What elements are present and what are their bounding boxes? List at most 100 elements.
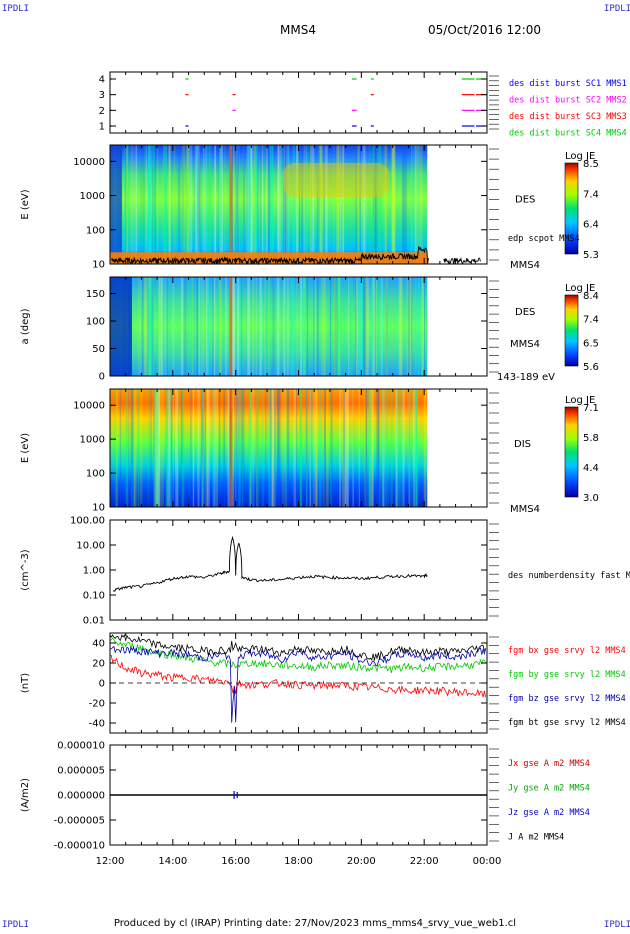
spectrogram-stripe — [305, 145, 307, 264]
spectrogram-stripe — [177, 389, 179, 507]
spectrogram-stripe — [407, 277, 411, 376]
spectrogram-stripe — [197, 277, 200, 376]
spectrogram-stripe — [352, 389, 354, 507]
spectrogram-stripe — [116, 389, 118, 507]
spectrogram-stripe — [283, 145, 286, 264]
spectrogram-stripe — [300, 277, 302, 376]
spectrogram-stripe — [149, 277, 152, 376]
spectrogram-stripe — [206, 277, 210, 376]
scpot-overlay-line — [111, 245, 481, 266]
corner-label-top-right: IPDLI — [604, 4, 630, 14]
spectrogram-stripe — [186, 145, 190, 264]
burst-legend-label: des dist burst SC2 MMS2 — [509, 96, 627, 106]
spectrogram-stripe — [145, 145, 148, 264]
spectrogram-stripe — [318, 389, 322, 507]
spectrogram-stripe — [395, 389, 398, 507]
spectrogram-stripe — [201, 389, 204, 507]
spectrogram-stripe — [149, 145, 153, 264]
spectrogram-stripe — [148, 277, 151, 376]
spectrogram-stripe — [240, 277, 242, 376]
spectrogram-stripe — [335, 277, 339, 376]
spectrogram-stripe — [330, 389, 332, 507]
spectrogram-stripe — [314, 277, 317, 376]
spectrogram-stripe — [183, 277, 184, 376]
spectrogram-stripe — [167, 389, 171, 507]
time-tick-label: 14:00 — [158, 856, 187, 867]
spectrogram-stripe — [269, 145, 272, 264]
spectrogram-stripe — [197, 145, 200, 264]
spectrogram-stripe — [352, 389, 355, 507]
spectrogram-stripe — [259, 277, 261, 376]
spectrogram-stripe — [364, 277, 368, 376]
spectrogram-stripe — [249, 389, 252, 507]
spectrogram-stripe — [246, 145, 250, 264]
spectrogram-stripe — [163, 145, 164, 264]
spectrogram-stripe — [190, 389, 192, 507]
spectrogram-stripe — [384, 389, 387, 507]
spectrogram-stripe — [370, 389, 374, 507]
spectrogram-stripe — [292, 145, 296, 264]
spectrogram-stripe — [296, 277, 298, 376]
spectrogram-stripe — [406, 277, 408, 376]
burst-legend-label: des dist burst SC1 MMS1 — [509, 79, 627, 89]
spectrogram-stripe — [314, 389, 316, 507]
spectrogram-stripe — [299, 277, 302, 376]
spectrogram-stripe — [343, 277, 347, 376]
y-tick-label: 1.00 — [83, 566, 105, 577]
spectrogram-stripe — [417, 145, 421, 264]
spectrogram-stripe — [214, 145, 216, 264]
y-tick-label: 3 — [99, 90, 105, 101]
spectrogram-stripe — [276, 277, 280, 376]
y-tick-label: 1000 — [80, 191, 105, 202]
spectrogram-stripe — [375, 277, 376, 376]
spectrogram-stripe — [372, 277, 375, 376]
spectrogram-stripe — [309, 389, 312, 507]
spectrogram-stripe — [188, 145, 191, 264]
panel-frame-density — [109, 519, 488, 621]
spectrogram-stripe — [237, 389, 241, 507]
spectrogram-stripe — [202, 145, 204, 264]
colorbar — [564, 294, 579, 367]
spectrogram-stripe — [342, 145, 345, 264]
spectrogram-dis-energy — [110, 389, 428, 507]
spectrogram-stripe — [223, 389, 226, 507]
spectrogram-stripe — [197, 389, 200, 507]
spectrogram-stripe — [331, 277, 333, 376]
spectrogram-stripe — [195, 145, 199, 264]
spectrogram-stripe — [333, 145, 335, 264]
y-tick-label: 10.00 — [76, 541, 105, 552]
spectrogram-stripe — [259, 277, 262, 376]
panel-label: MMS4 — [510, 260, 540, 271]
spectrogram-stripe — [330, 389, 333, 507]
spectrogram-stripe — [342, 145, 344, 264]
spectrogram-stripe — [137, 389, 139, 507]
spectrogram-stripe — [267, 389, 269, 507]
colorbar-tick-label: 5.6 — [583, 362, 599, 373]
spectrogram-stripe — [170, 389, 173, 507]
spectrogram-stripe — [167, 277, 171, 376]
spectrogram-stripe — [128, 145, 130, 264]
spectrogram-stripe — [391, 145, 394, 264]
spectrogram-stripe — [160, 389, 164, 507]
spectrogram-stripe — [255, 277, 257, 376]
spectrogram-stripe — [424, 277, 426, 376]
spectrogram-stripe — [197, 145, 201, 264]
series-legend-label: fgm bx gse srvy l2 MMS4 — [508, 646, 626, 656]
spectrogram-stripe — [379, 145, 382, 264]
spectrogram-stripe — [372, 145, 375, 264]
spectrogram-stripe — [284, 389, 287, 507]
colorbar-tick-label: 3.0 — [583, 493, 599, 504]
density-line — [112, 535, 428, 592]
y-tick-label: -20 — [89, 699, 105, 710]
spectrogram-stripe — [277, 145, 280, 264]
spectrogram-stripe — [144, 277, 147, 376]
spectrogram-stripe — [170, 389, 172, 507]
colorbar-tick-label: 8.4 — [583, 291, 599, 302]
spectrogram-stripe — [306, 145, 308, 264]
series-legend-label: Jx gse A m2 MMS4 — [508, 759, 590, 769]
spectrogram-stripe — [215, 389, 217, 507]
spectrogram-stripe — [255, 145, 259, 264]
overlay-label: edp scpot MMS4 — [508, 234, 580, 244]
spectrogram-stripe — [154, 145, 156, 264]
